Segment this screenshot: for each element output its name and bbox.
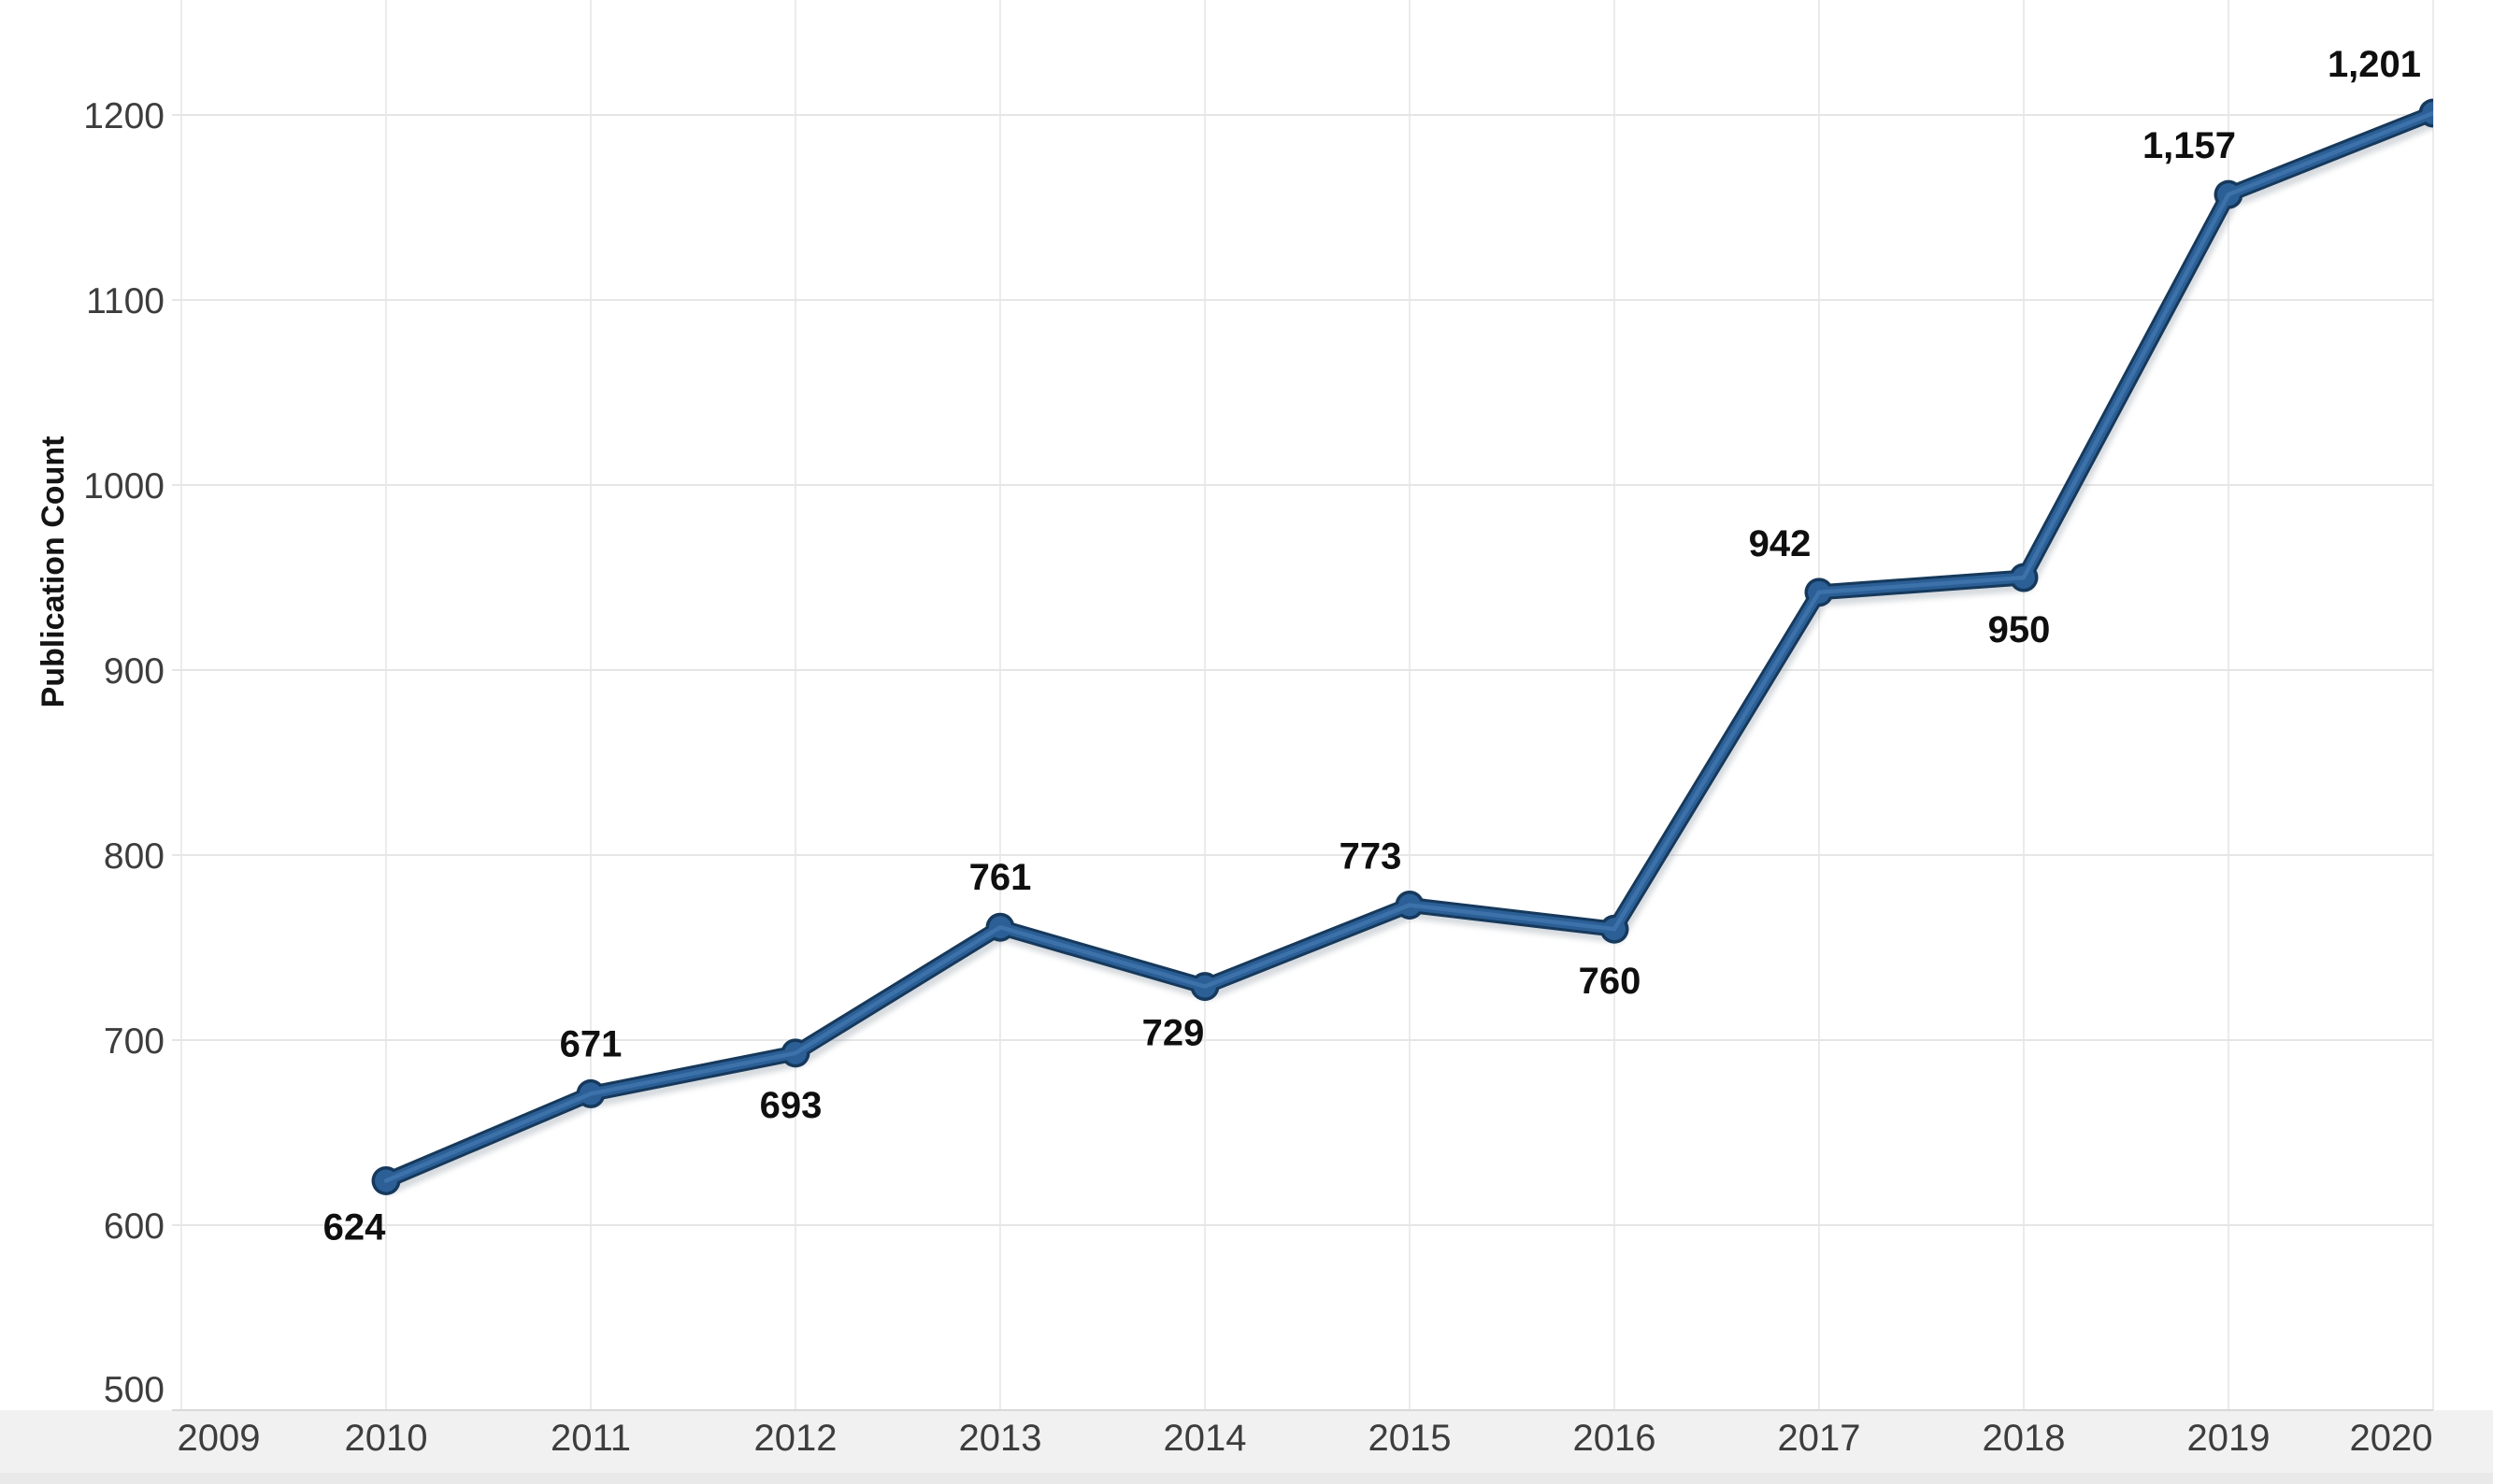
x-axis-tick-label: 2013 [959,1418,1042,1459]
x-axis-tick-label: 2018 [1983,1418,2066,1459]
bottom-edge-strip [0,1473,2493,1484]
x-axis-tick-label: 2015 [1368,1418,1452,1459]
y-axis-tick-label: 1000 [83,466,165,507]
data-point-label: 950 [1988,609,2051,650]
x-axis-band [0,1410,2493,1484]
y-axis-tick-label: 900 [104,651,165,692]
x-axis-tick-label: 2017 [1778,1418,1861,1459]
y-axis-title: Publication Count [36,436,71,708]
x-axis-tick-label: 2020 [2350,1418,2433,1459]
data-point-label: 624 [323,1206,386,1248]
x-axis-tick-label: 2012 [754,1418,838,1459]
series-group [371,98,2433,1195]
x-axis-tick-label: 2019 [2187,1418,2271,1459]
x-axis-tick-label: 2011 [551,1418,631,1459]
data-point-label: 760 [1579,961,1641,1002]
x-axis-tick-label: 2016 [1573,1418,1656,1459]
y-axis-tick-label: 1200 [83,96,165,136]
x-axis-tick-label: 2009 [178,1418,261,1459]
data-point-label: 693 [760,1085,823,1126]
data-point-label: 729 [1142,1013,1205,1054]
y-axis-tick-label: 1100 [86,281,165,321]
data-point-label: 1,201 [2328,44,2421,85]
x-axis-tick-label: 2010 [345,1418,428,1459]
data-point-label: 1,157 [2142,125,2236,166]
series-line-highlight [383,110,2433,1183]
data-point-label: 942 [1749,523,1812,564]
y-axis-tick-label: 500 [104,1370,165,1410]
y-axis-tick-label: 600 [104,1206,165,1247]
y-axis-tick-label: 800 [104,836,165,877]
data-point-label: 671 [560,1023,623,1064]
data-point-label: 761 [969,857,1032,898]
x-axis-tick-label: 2014 [1164,1418,1247,1459]
y-axis-tick-label: 700 [104,1021,165,1062]
data-point-label: 773 [1340,835,1402,877]
